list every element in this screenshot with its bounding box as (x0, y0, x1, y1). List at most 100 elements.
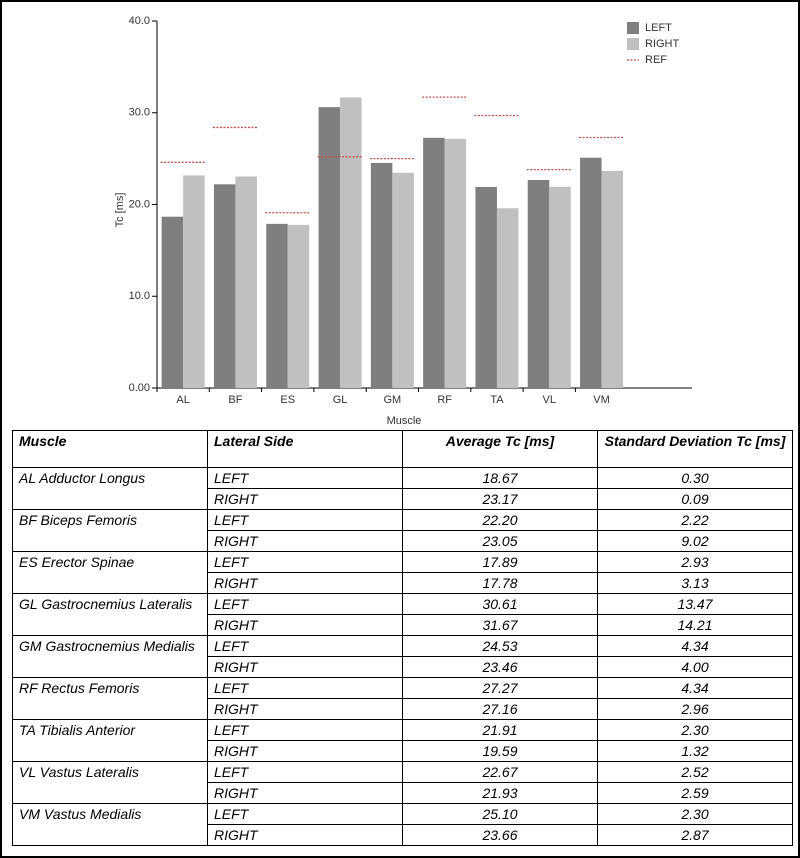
side-cell: RIGHT (207, 614, 403, 636)
average-cell: 23.66 (402, 824, 598, 846)
y-tick-label: 30.0 (129, 107, 150, 119)
table-row: RIGHT 21.93 2.59 (13, 782, 793, 804)
muscle-cell: RF Rectus Femoris (12, 677, 208, 720)
average-cell: 17.89 (402, 551, 598, 573)
table-row: BF Biceps Femoris LEFT 22.20 2.22 (12, 509, 793, 552)
bar (287, 224, 310, 388)
legend-swatch (627, 22, 639, 34)
average-cell: 23.17 (402, 488, 598, 510)
sd-cell: 2.30 (597, 719, 793, 741)
average-cell: 23.05 (402, 530, 598, 552)
side-cell: RIGHT (207, 740, 403, 762)
x-tick-label: VM (593, 394, 610, 406)
side-cell: LEFT (207, 635, 403, 657)
x-tick-label: GL (333, 394, 348, 406)
average-cell: 24.53 (402, 635, 598, 657)
table-row: ES Erector Spinae LEFT 17.89 2.93 (12, 551, 793, 594)
sd-cell: 3.13 (597, 572, 793, 594)
bar (318, 107, 341, 388)
side-cell: LEFT (207, 677, 403, 699)
table-row: TA Tibialis Anterior LEFT 21.91 2.30 (12, 719, 793, 762)
bar (423, 137, 445, 388)
bar (392, 172, 414, 388)
bar (496, 208, 519, 388)
side-cell: RIGHT (207, 824, 403, 846)
muscle-cell: VM Vastus Medialis (12, 803, 208, 846)
sd-cell: 4.34 (597, 635, 793, 657)
legend-swatch (627, 38, 639, 50)
table-row: GM Gastrocnemius Medialis LEFT 24.53 4.34 (12, 635, 793, 678)
muscle-cell: GL Gastrocnemius Lateralis (12, 593, 208, 636)
sd-cell: 1.32 (597, 740, 793, 762)
muscle-cell: GM Gastrocnemius Medialis (12, 635, 208, 678)
table-row: GL Gastrocnemius Lateralis LEFT 30.61 13.47 (12, 593, 793, 636)
x-tick-label: RF (437, 394, 452, 406)
side-cell: LEFT (207, 551, 403, 573)
x-tick-label: VL (543, 394, 556, 406)
x-tick-label: TA (490, 394, 504, 406)
muscle-cell: TA Tibialis Anterior (12, 719, 208, 762)
chart: Tc [ms] Muscle 0.00 10.0 20.0 30.0 40.0 AL BF E… (114, 15, 692, 427)
y-tick-label: 0.00 (129, 382, 150, 394)
bar (580, 157, 602, 388)
bar (549, 186, 571, 388)
side-cell: RIGHT (207, 656, 403, 678)
bar (235, 176, 257, 388)
legend-label: LEFT (645, 22, 672, 34)
muscle-cell: VL Vastus Lateralis (12, 761, 208, 804)
y-tick-label: 20.0 (129, 198, 150, 210)
average-cell: 21.91 (402, 719, 598, 741)
sd-cell: 2.96 (597, 698, 793, 720)
legend-label: RIGHT (645, 38, 680, 50)
average-cell: 25.10 (402, 803, 598, 825)
bar (213, 184, 236, 388)
bar (183, 175, 205, 388)
average-cell: 22.67 (402, 761, 598, 783)
sd-cell: 2.87 (597, 824, 793, 846)
average-cell: 30.61 (402, 593, 598, 615)
bar (601, 170, 624, 388)
table-row: VM Vastus Medialis LEFT 25.10 2.30 (12, 803, 793, 846)
y-tick-label: 40.0 (129, 15, 150, 27)
average-cell: 17.78 (402, 572, 598, 594)
sd-cell: 13.47 (597, 593, 793, 615)
table-row: RIGHT 23.17 0.09 (13, 488, 793, 510)
table-row: RIGHT 23.05 9.02 (13, 530, 793, 552)
muscle-cell: ES Erector Spinae (12, 551, 208, 594)
sd-cell: 9.02 (597, 530, 793, 552)
table-row: AL Adductor Longus LEFT 18.67 0.30 (12, 467, 793, 510)
sd-cell: 2.22 (597, 509, 793, 531)
sd-cell: 2.30 (597, 803, 793, 825)
average-cell: 18.67 (402, 467, 598, 489)
side-cell: RIGHT (207, 782, 403, 804)
y-axis-label: Tc [ms] (114, 193, 126, 228)
side-cell: LEFT (207, 509, 403, 531)
sd-cell: 14.21 (597, 614, 793, 636)
muscle-cell: AL Adductor Longus (12, 467, 208, 510)
legend-label: REF (645, 54, 667, 66)
side-cell: LEFT (207, 593, 403, 615)
average-cell: 31.67 (402, 614, 598, 636)
bar (161, 216, 184, 388)
average-cell: 27.16 (402, 698, 598, 720)
average-cell: 23.46 (402, 656, 598, 678)
header-row: Muscle Lateral Side Average Tc [ms] Standar… (12, 430, 793, 468)
column-header: Lateral Side (207, 430, 403, 468)
x-tick-label: GM (383, 394, 401, 406)
bar (444, 138, 467, 388)
sd-cell: 2.52 (597, 761, 793, 783)
sd-cell: 2.93 (597, 551, 793, 573)
average-cell: 19.59 (402, 740, 598, 762)
average-cell: 27.27 (402, 677, 598, 699)
x-tick-label: BF (228, 394, 242, 406)
average-cell: 22.20 (402, 509, 598, 531)
x-axis-label: Muscle (387, 415, 422, 427)
side-cell: LEFT (207, 467, 403, 489)
side-cell: LEFT (207, 803, 403, 825)
table-row: RIGHT 23.46 4.00 (13, 656, 793, 678)
table-row: RIGHT 27.16 2.96 (13, 698, 793, 720)
column-header: Standard Deviation Tc [ms] (597, 430, 793, 468)
x-tick-label: AL (176, 394, 189, 406)
side-cell: RIGHT (207, 698, 403, 720)
